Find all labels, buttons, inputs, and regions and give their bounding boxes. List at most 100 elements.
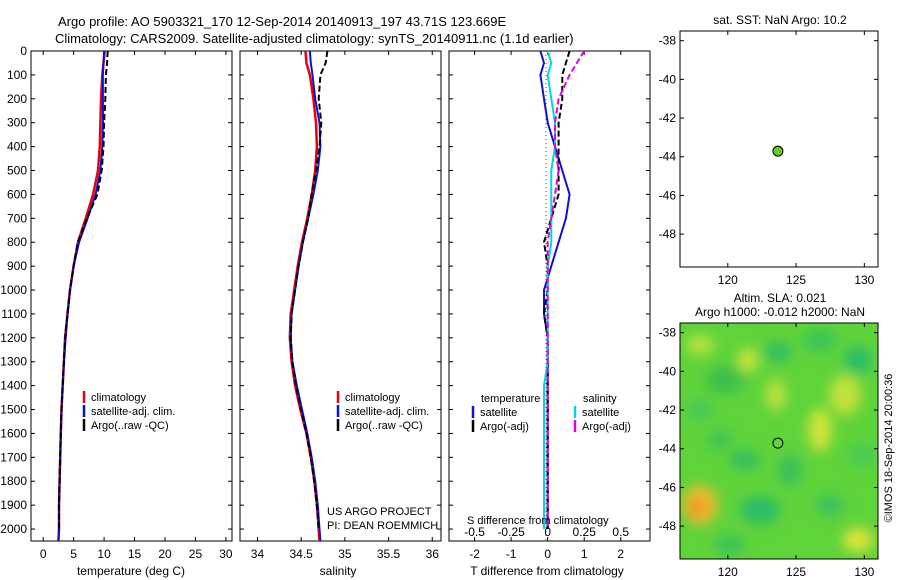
depth-tick-label: 2000 (0, 522, 27, 536)
depth-tick-label: 1600 (0, 426, 27, 440)
depth-tick-label: 100 (7, 68, 27, 82)
difference-xlabel-salinity: S difference from climatology (467, 515, 609, 527)
map-xtick-label: 130 (854, 273, 874, 287)
legend-temp-satellite: satellite (480, 407, 517, 419)
sla-title2: Argo h1000: -0.012 h2000: NaN (695, 305, 865, 319)
map-ytick-label: -42 (659, 111, 677, 125)
pi-note: PI: DEAN ROEMMICH (327, 520, 438, 532)
depth-tick-label: 1500 (0, 403, 27, 417)
salinity-axes-frame (239, 50, 442, 542)
map-ytick-label: -48 (659, 519, 677, 533)
sal-diff-tick-label: 0.5 (612, 525, 629, 539)
map-ytick-label: -46 (659, 188, 677, 202)
map-ytick-label: -44 (659, 150, 677, 164)
sal-xtick-label: 35.5 (377, 547, 401, 561)
map-xtick-label: 120 (718, 273, 738, 287)
depth-tick-label: 400 (7, 140, 27, 154)
diff-xtick-label: 0 (544, 547, 551, 561)
depth-tick-label: 800 (7, 235, 27, 249)
salinity-panel: 34 34.5 35 35.5 36 climatology satellite-adj… (239, 50, 442, 578)
sst-map-panel: sat. SST: NaN Argo: 10.2 120 125 130 -38 -40… (659, 13, 879, 287)
argo-location-marker (772, 437, 784, 449)
difference-panel: -2 -1 0 1 2 -0.5 -0.25 0 0.25 0.5 temperature sat… (448, 50, 651, 578)
map-xtick-label: 130 (854, 565, 874, 579)
sla-map-panel: Altim. SLA: 0.021 Argo h1000: -0.012 h20… (659, 291, 895, 579)
legend-temp-argo: Argo(-adj) (480, 421, 529, 433)
depth-tick-label: 600 (7, 187, 27, 201)
temp-series-argo-raw-qc- (58, 50, 109, 529)
sla-heatmap (680, 323, 878, 559)
temp-xtick-label: 15 (128, 547, 142, 561)
sal-xtick-label: 34 (251, 547, 265, 561)
salinity-xlabel: salinity (320, 564, 357, 578)
depth-tick-label: 1200 (0, 331, 27, 345)
legend-argo: Argo(..raw -QC) (91, 420, 169, 432)
map-ytick-label: -40 (659, 364, 677, 378)
diff-xtick-label: 1 (581, 547, 588, 561)
argo-location-marker (772, 145, 784, 157)
map-ytick-label: -48 (659, 227, 677, 241)
temp-xtick-label: 20 (158, 547, 172, 561)
map-ytick-label: -42 (659, 403, 677, 417)
sal-diff-tick-label: 0 (544, 525, 551, 539)
sal-xtick-label: 34.5 (289, 547, 313, 561)
depth-tick-label: 1000 (0, 283, 27, 297)
diff-xtick-label: -1 (506, 547, 517, 561)
depth-tick-label: 1100 (1, 307, 27, 321)
sal-diff-tick-label: 0.25 (573, 525, 597, 539)
sal-series-satellite-adj-clim- (289, 50, 322, 542)
depth-tick-label: 0 (20, 44, 27, 58)
map-ytick-label: -46 (659, 480, 677, 494)
map-xtick-label: 125 (786, 273, 806, 287)
header-line1: Argo profile: AO 5903321_170 12-Sep-2014… (58, 14, 506, 29)
legend-sal-argo: Argo(-adj) (582, 421, 631, 433)
depth-tick-label: 200 (7, 92, 27, 106)
map-ytick-label: -40 (659, 72, 677, 86)
salinity-legend: climatology satellite-adj. clim. Argo(..… (336, 391, 429, 432)
legend-climatology: climatology (345, 392, 401, 404)
legend-sal-satellite: satellite (582, 407, 619, 419)
map-ytick-label: -38 (659, 34, 677, 48)
sla-title1: Altim. SLA: 0.021 (734, 291, 827, 305)
depth-tick-label: 1400 (0, 379, 27, 393)
depth-tick-label: 1900 (0, 498, 27, 512)
depth-tick-label: 1700 (0, 450, 27, 464)
temp-xtick-label: 30 (219, 547, 233, 561)
header-line2: Climatology: CARS2009. Satellite-adjuste… (55, 31, 574, 46)
temp-xtick-label: 0 (40, 547, 47, 561)
imos-credit: ©IMOS 18-Sep-2014 20:00:36 (883, 374, 895, 523)
map-ytick-label: -44 (659, 442, 677, 456)
temperature-axes-frame (30, 50, 233, 542)
difference-xlabel: T difference from climatology (470, 564, 624, 578)
diff-series-salinity-argo-adj- (546, 50, 586, 529)
sst-title: sat. SST: NaN Argo: 10.2 (713, 13, 847, 27)
sal-diff-tick-label: -0.25 (497, 525, 525, 539)
difference-axes-frame (448, 50, 651, 542)
project-note: US ARGO PROJECT (327, 506, 432, 518)
legend-title-temperature: temperature (481, 393, 540, 405)
difference-legend: temperature satellite Argo(-adj) salinit… (471, 393, 631, 433)
sal-diff-tick-label: -0.5 (464, 525, 485, 539)
depth-tick-label: 900 (7, 259, 27, 273)
legend-argo: Argo(..raw -QC) (345, 420, 423, 432)
temperature-panel: 0 5 10 15 20 25 300100200300400500600700800900… (0, 44, 233, 578)
depth-tick-label: 700 (7, 211, 27, 225)
depth-tick-label: 1800 (0, 474, 27, 488)
sla-axes-frame (679, 322, 879, 560)
diff-xtick-label: 2 (617, 547, 624, 561)
legend-satellite-clim: satellite-adj. clim. (91, 406, 175, 418)
map-xtick-label: 120 (718, 565, 738, 579)
temperature-legend: climatology satellite-adj. clim. Argo(..… (82, 391, 175, 432)
legend-title-salinity: salinity (583, 393, 617, 405)
depth-tick-label: 500 (7, 164, 27, 178)
temp-xtick-label: 25 (189, 547, 203, 561)
legend-climatology: climatology (91, 392, 147, 404)
depth-tick-label: 1300 (0, 355, 27, 369)
map-xtick-label: 125 (786, 565, 806, 579)
sal-series-argo-raw-qc- (289, 50, 329, 530)
sal-xtick-label: 36 (426, 547, 440, 561)
depth-tick-label: 300 (7, 116, 27, 130)
temperature-xlabel: temperature (deg C) (77, 564, 185, 578)
diff-xtick-label: -2 (469, 547, 480, 561)
legend-satellite-clim: satellite-adj. clim. (345, 406, 429, 418)
